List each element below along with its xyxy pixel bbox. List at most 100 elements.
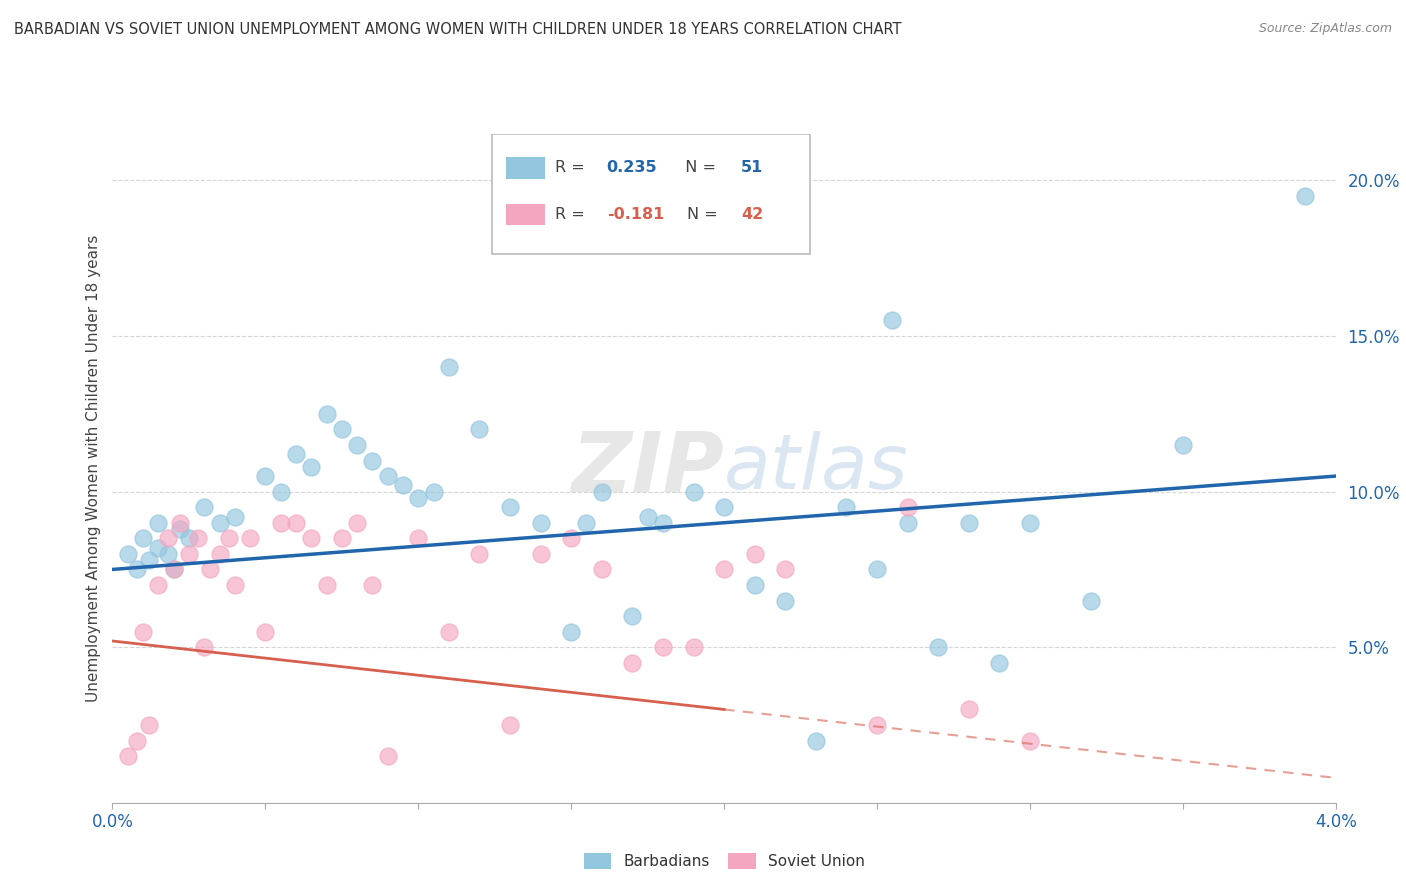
Point xyxy=(169,522,191,536)
Point xyxy=(652,516,675,530)
Point xyxy=(270,484,292,499)
Point xyxy=(499,718,522,732)
Point xyxy=(163,562,186,576)
Point xyxy=(132,624,155,639)
Point xyxy=(713,562,735,576)
Point xyxy=(775,593,797,607)
Point xyxy=(468,547,491,561)
Point xyxy=(148,541,170,555)
Point xyxy=(866,718,889,732)
Point xyxy=(270,516,292,530)
Point xyxy=(392,478,415,492)
Text: N =: N = xyxy=(688,207,723,222)
Point xyxy=(330,531,353,545)
Point xyxy=(468,422,491,436)
Point xyxy=(957,702,980,716)
Point xyxy=(315,407,337,421)
Text: -0.181: -0.181 xyxy=(606,207,664,222)
Point xyxy=(200,562,222,576)
Point xyxy=(897,500,920,515)
Point xyxy=(866,562,889,576)
Point xyxy=(560,531,582,545)
Point xyxy=(560,624,582,639)
Point xyxy=(224,578,246,592)
Point xyxy=(284,516,308,530)
Point xyxy=(775,562,797,576)
Point xyxy=(1294,189,1316,203)
Point xyxy=(529,516,551,530)
Point xyxy=(361,453,384,467)
Point xyxy=(193,640,215,655)
Point xyxy=(529,547,551,561)
Text: N =: N = xyxy=(675,161,721,176)
Point xyxy=(138,718,160,732)
Text: 42: 42 xyxy=(741,207,763,222)
Point xyxy=(897,516,920,530)
Point xyxy=(330,422,353,436)
Text: R =: R = xyxy=(555,207,591,222)
Point xyxy=(882,313,904,327)
Point xyxy=(713,500,735,515)
Point xyxy=(377,469,399,483)
Point xyxy=(208,516,231,530)
Point xyxy=(575,516,598,530)
Point xyxy=(1018,733,1040,747)
Point xyxy=(156,531,179,545)
Text: Source: ZipAtlas.com: Source: ZipAtlas.com xyxy=(1258,22,1392,36)
Point xyxy=(346,516,368,530)
Point xyxy=(957,516,980,530)
Y-axis label: Unemployment Among Women with Children Under 18 years: Unemployment Among Women with Children U… xyxy=(86,235,101,702)
Point xyxy=(988,656,1011,670)
Point xyxy=(284,447,308,461)
Point xyxy=(1018,516,1040,530)
Point xyxy=(377,749,399,764)
Point xyxy=(125,733,148,747)
Point xyxy=(621,609,644,624)
FancyBboxPatch shape xyxy=(506,157,546,178)
Point xyxy=(254,624,277,639)
Point xyxy=(299,531,322,545)
Point xyxy=(591,562,613,576)
Point xyxy=(1080,593,1102,607)
Point xyxy=(224,509,246,524)
Point xyxy=(408,491,430,505)
Point xyxy=(193,500,215,515)
Point xyxy=(208,547,231,561)
Point xyxy=(117,749,139,764)
Point xyxy=(682,484,704,499)
Point xyxy=(621,656,644,670)
Point xyxy=(148,578,170,592)
Point xyxy=(163,562,186,576)
Point xyxy=(346,438,368,452)
FancyBboxPatch shape xyxy=(492,134,810,254)
Point xyxy=(315,578,337,592)
Point xyxy=(361,578,384,592)
Point xyxy=(125,562,148,576)
Point xyxy=(239,531,262,545)
Point xyxy=(744,547,766,561)
Point xyxy=(408,531,430,545)
Point xyxy=(422,484,444,499)
Text: 0.235: 0.235 xyxy=(606,161,657,176)
Point xyxy=(177,531,200,545)
Point xyxy=(804,733,827,747)
Point xyxy=(682,640,704,655)
Text: R =: R = xyxy=(555,161,591,176)
Point xyxy=(148,516,170,530)
Point xyxy=(591,484,613,499)
Text: 51: 51 xyxy=(741,161,763,176)
Text: ZIP: ZIP xyxy=(571,428,724,508)
Point xyxy=(744,578,766,592)
Point xyxy=(132,531,155,545)
Point xyxy=(637,509,659,524)
Point xyxy=(835,500,858,515)
Point xyxy=(1171,438,1194,452)
Point xyxy=(254,469,277,483)
Point xyxy=(117,547,139,561)
Point xyxy=(138,553,160,567)
Point xyxy=(437,360,460,375)
Point xyxy=(299,459,322,474)
Point xyxy=(169,516,191,530)
Point xyxy=(652,640,675,655)
Point xyxy=(218,531,240,545)
